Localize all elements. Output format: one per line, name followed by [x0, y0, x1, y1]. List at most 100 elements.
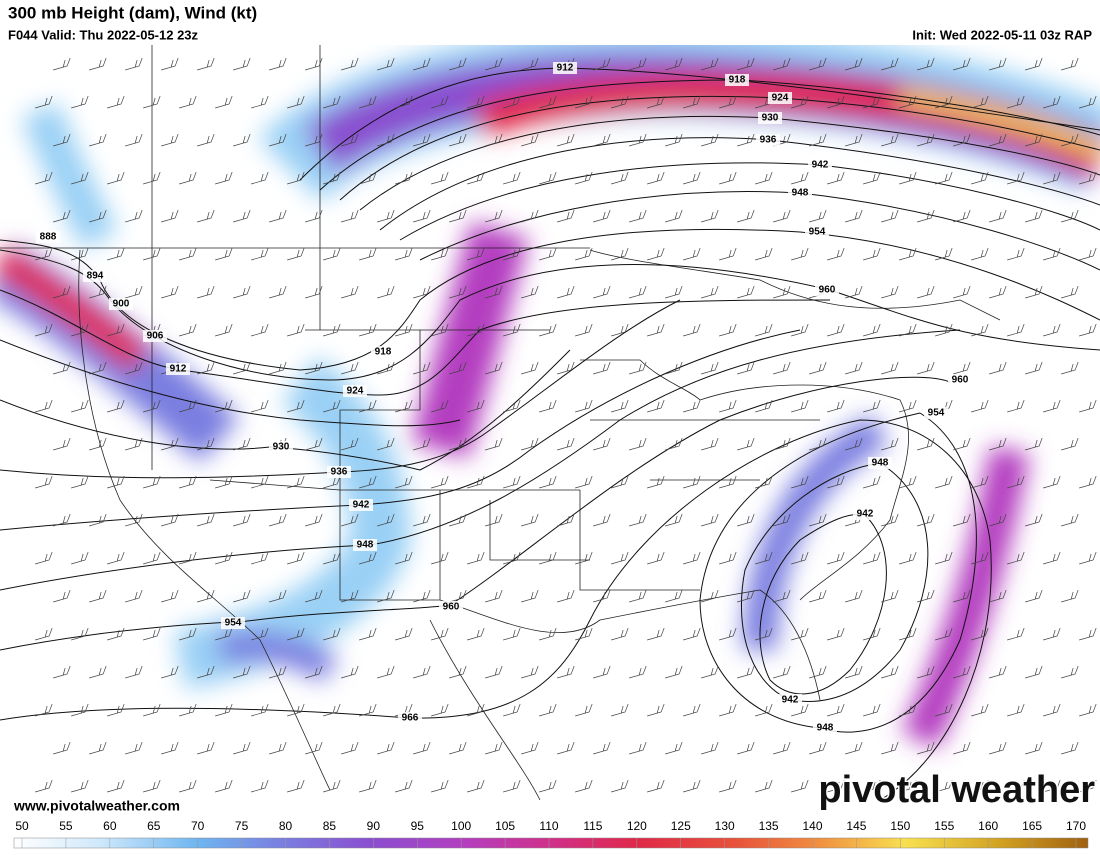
wind-barb: [449, 133, 467, 147]
wind-barb: [503, 323, 521, 337]
wind-barb: [575, 247, 593, 261]
wind-barb: [593, 665, 611, 679]
wind-barb: [575, 475, 593, 489]
wind-barb: [701, 437, 719, 451]
wind-barb: [467, 703, 485, 717]
wind-barb: [683, 95, 701, 109]
contour-label-bg: [269, 441, 293, 453]
wind-barb: [431, 551, 449, 565]
brand: pivotal weather: [818, 769, 1095, 811]
wind-barb: [1025, 665, 1043, 679]
wind-barb: [395, 171, 413, 185]
contour-label-bg: [808, 159, 832, 171]
wind-barb: [539, 779, 557, 793]
wind-barb: [485, 361, 503, 375]
contour-label-bg: [109, 298, 133, 310]
wind-barb: [773, 285, 791, 299]
wind-barb: [503, 627, 521, 641]
wind-barb: [1061, 285, 1079, 299]
wind-barb: [647, 779, 665, 793]
wind-barb: [71, 95, 89, 109]
wind-barb: [521, 57, 539, 71]
wind-barb: [557, 133, 575, 147]
wind-barb: [1061, 741, 1079, 755]
wind-barb: [665, 437, 683, 451]
wind-barb: [485, 209, 503, 223]
wind-barb: [467, 475, 485, 489]
wind-barb: [305, 361, 323, 375]
wind-barb: [431, 247, 449, 261]
wind-barb: [755, 475, 773, 489]
wind-barb: [251, 323, 269, 337]
wind-barb: [593, 361, 611, 375]
wind-barb: [89, 437, 107, 451]
wind-barb: [287, 779, 305, 793]
wind-barb: [449, 665, 467, 679]
wind-barb: [917, 665, 935, 679]
wind-barb: [683, 551, 701, 565]
contour-label-bg: [805, 226, 829, 238]
wind-barb: [35, 551, 53, 565]
wind-barb: [1079, 779, 1097, 793]
wind-barb: [737, 665, 755, 679]
wind-barb: [791, 627, 809, 641]
wind-barb: [629, 133, 647, 147]
wind-barb: [863, 627, 881, 641]
wind-barb: [629, 437, 647, 451]
wind-barb: [557, 665, 575, 679]
contour-label-bg: [756, 134, 780, 146]
wind-barb: [143, 475, 161, 489]
wind-barb: [557, 589, 575, 603]
contour-label: 900: [113, 299, 130, 310]
wind-barb: [413, 285, 431, 299]
wind-barb: [863, 323, 881, 337]
contour-label: 924: [347, 386, 364, 397]
wind-barb: [1043, 323, 1061, 337]
contour-label: 948: [357, 540, 374, 551]
wind-barb: [701, 361, 719, 375]
wind-barb: [251, 171, 269, 185]
wind-barb: [431, 475, 449, 489]
wind-barb: [1043, 703, 1061, 717]
wind-barb: [143, 551, 161, 565]
contour-label-bg: [343, 385, 367, 397]
colorbar-tick-label: 155: [934, 819, 954, 833]
wind-barb: [935, 703, 953, 717]
wind-barb: [107, 703, 125, 717]
wind-barb: [863, 779, 881, 793]
wind-barb: [53, 741, 71, 755]
wind-barb: [467, 779, 485, 793]
wind-barb: [773, 57, 791, 71]
wind-barb: [485, 589, 503, 603]
wind-barb: [215, 171, 233, 185]
wind-barb: [611, 95, 629, 109]
colorbar-tick-label: 60: [103, 819, 117, 833]
wind-barb: [683, 399, 701, 413]
wind-barb: [485, 133, 503, 147]
contour-label: 930: [273, 442, 290, 453]
wind-barb: [827, 475, 845, 489]
wind-barb: [179, 323, 197, 337]
wind-barb: [377, 665, 395, 679]
wind-barb: [971, 551, 989, 565]
wind-barb: [521, 361, 539, 375]
contour-label: 948: [872, 458, 889, 469]
wind-barb: [305, 133, 323, 147]
wind-barb: [701, 741, 719, 755]
wind-barb: [287, 551, 305, 565]
wind-barb: [629, 57, 647, 71]
wind-barb: [305, 741, 323, 755]
wind-barb: [107, 171, 125, 185]
contour-label: 954: [928, 408, 945, 419]
wind-barb: [989, 741, 1007, 755]
wind-barb: [377, 361, 395, 375]
wind-barb: [737, 513, 755, 527]
wind-barb: [665, 285, 683, 299]
wind-barbs: [35, 57, 1097, 793]
wind-barb: [269, 589, 287, 603]
wind-barb: [935, 95, 953, 109]
wind-barb: [449, 437, 467, 451]
wind-barb: [593, 57, 611, 71]
contour-label-bg: [166, 363, 190, 375]
wind-barb: [665, 513, 683, 527]
